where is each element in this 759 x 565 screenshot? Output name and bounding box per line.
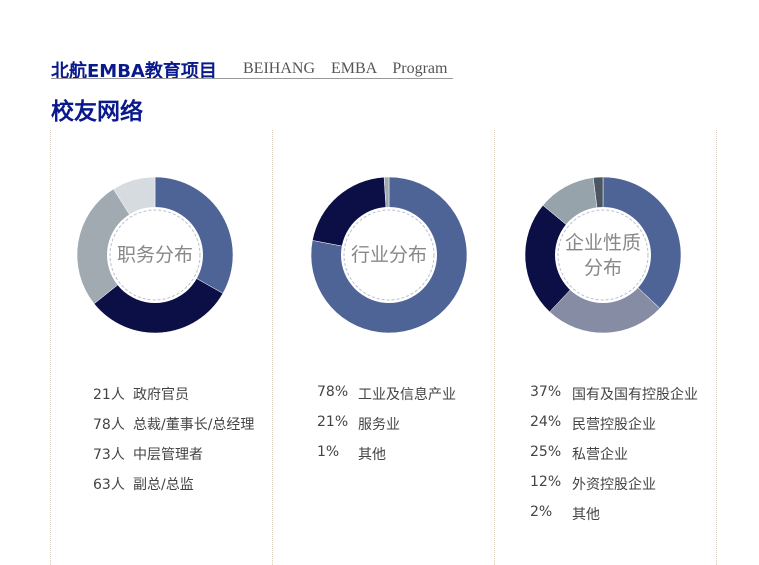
chart-title-line: 分布: [583, 257, 622, 279]
donut-chart: [76, 176, 234, 334]
legend-label: 中层管理者: [133, 447, 203, 463]
legend-item: 25% 私营企业: [530, 444, 720, 474]
legend-item: 21% 服务业: [317, 414, 507, 444]
legend-value: 73人: [93, 447, 125, 463]
donut-slice: [310, 176, 468, 334]
chart-title: 企业性质 分布: [553, 231, 653, 281]
legend-value: 1%: [317, 444, 340, 460]
legend-value: 12%: [530, 474, 562, 490]
legend-label: 工业及信息产业: [358, 387, 456, 403]
donut-chart: [524, 176, 682, 334]
legend-label: 国有及国有控股企业: [572, 387, 698, 403]
legend-label: 服务业: [358, 417, 400, 433]
legend-item: 1% 其他: [317, 444, 507, 474]
chart-legend: 37% 国有及国有控股企业 24% 民营控股企业 25% 私营企业 12% 外资控股企业 2% 其…: [530, 384, 720, 534]
donut-hole: [107, 207, 203, 303]
legend-value: 21%: [317, 414, 349, 430]
legend-value: 37%: [530, 384, 562, 400]
chart-title: 行业分布: [350, 244, 427, 266]
chart-legend: 78% 工业及信息产业 21% 服务业 1% 其他: [317, 384, 507, 474]
legend-item: 2% 其他: [530, 504, 720, 534]
legend-value: 21人: [93, 387, 125, 403]
legend-label: 私营企业: [572, 447, 628, 463]
legend-value: 63人: [93, 477, 125, 493]
program-title: 北航EMBA教育项目: [51, 61, 217, 82]
legend-label: 外资控股企业: [572, 477, 656, 493]
legend-item: 73人 中层管理者: [93, 444, 283, 474]
section-title: 校友网络: [51, 99, 143, 125]
chart-title-line: 企业性质: [564, 232, 641, 254]
legend-value: 78人: [93, 417, 125, 433]
legend-value: 2%: [530, 504, 553, 520]
legend-label: 其他: [358, 447, 386, 463]
column-divider: [494, 130, 495, 565]
legend-label: 民营控股企业: [572, 417, 656, 433]
header-divider: [51, 78, 453, 79]
legend-item: 78% 工业及信息产业: [317, 384, 507, 414]
legend-label: 政府官员: [133, 387, 189, 403]
program-subtitle: BEIHANG EMBA Program: [243, 60, 448, 77]
donut-hole: [341, 207, 437, 303]
legend-label: 其他: [572, 507, 600, 523]
legend-item: 24% 民营控股企业: [530, 414, 720, 444]
column-divider: [716, 130, 717, 565]
legend-item: 78人 总裁/董事长/总经理: [93, 414, 283, 444]
column-divider: [272, 130, 273, 565]
legend-item: 37% 国有及国有控股企业: [530, 384, 720, 414]
legend-value: 78%: [317, 384, 349, 400]
dashed-ring: [557, 209, 649, 301]
legend-value: 25%: [530, 444, 562, 460]
donut-chart: [310, 176, 468, 334]
legend-item: 63人 副总/总监: [93, 474, 283, 504]
column-divider: [50, 130, 51, 565]
chart-title: 职务分布: [116, 244, 193, 266]
legend-item: 12% 外资控股企业: [530, 474, 720, 504]
legend-label: 总裁/董事长/总经理: [133, 417, 255, 433]
chart-legend: 21人 政府官员 78人 总裁/董事长/总经理 73人 中层管理者 63人 副总/总监: [93, 384, 283, 504]
donut-hole: [555, 207, 651, 303]
legend-item: 21人 政府官员: [93, 384, 283, 414]
legend-label: 副总/总监: [133, 477, 194, 493]
dashed-ring: [109, 209, 201, 301]
legend-value: 24%: [530, 414, 562, 430]
dashed-ring: [343, 209, 435, 301]
